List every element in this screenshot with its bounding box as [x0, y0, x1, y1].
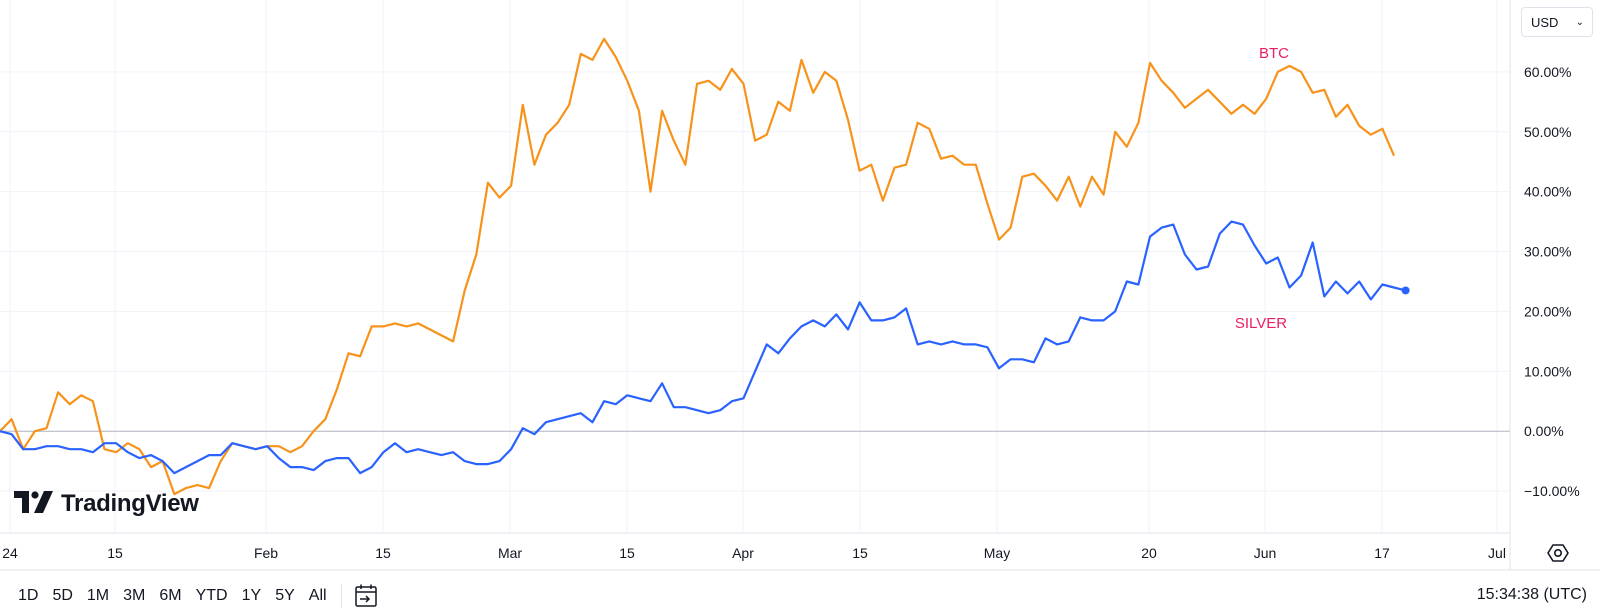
y-tick-label: 0.00% [1524, 423, 1564, 439]
currency-label: USD [1531, 14, 1559, 30]
bottom-toolbar: 1D 5D 1M 3M 6M YTD 1Y 5Y All 15:34:38 (U… [0, 578, 1600, 616]
currency-selector[interactable]: USD ⌄ [1521, 7, 1593, 37]
tradingview-logo[interactable]: TradingView [14, 490, 199, 518]
y-tick-label: 60.00% [1524, 64, 1571, 80]
series-layer: BTC SILVER [0, 37, 1410, 496]
settings-icon [1547, 544, 1569, 562]
x-tick-label: 24 [2, 545, 18, 561]
x-tick-label: 20 [1141, 545, 1157, 561]
x-tick-label: Jul [1488, 545, 1506, 561]
silver-last-point [1401, 286, 1410, 295]
x-tick-label: 15 [375, 545, 391, 561]
y-tick-label: −10.00% [1524, 483, 1580, 499]
y-tick-label: 30.00% [1524, 244, 1571, 260]
x-tick-label: 15 [619, 545, 635, 561]
range-1y-button[interactable]: 1Y [241, 587, 262, 604]
tradingview-logo-icon [14, 490, 54, 518]
x-tick-label: 17 [1374, 545, 1390, 561]
range-5y-button[interactable]: 5Y [275, 587, 295, 604]
range-1m-button[interactable]: 1M [86, 587, 110, 604]
y-tick-label: 50.00% [1524, 124, 1571, 140]
x-tick-label: 15 [852, 545, 868, 561]
range-all-button[interactable]: All [308, 587, 327, 604]
goto-date-icon [354, 584, 377, 607]
x-tick-label: Jun [1254, 545, 1277, 561]
x-tick-label: May [984, 545, 1010, 561]
range-ytd-button[interactable]: YTD [195, 587, 228, 604]
y-tick-label: 40.00% [1524, 184, 1571, 200]
y-tick-label: 20.00% [1524, 303, 1571, 319]
clock-utc: 15:34:38 (UTC) [1476, 586, 1587, 603]
series-line-btc[interactable] [0, 37, 1396, 496]
series-line-silver[interactable] [0, 220, 1406, 475]
range-5d-button[interactable]: 5D [52, 587, 73, 604]
x-axis-tick-labels: 24 15 Feb 15 Mar 15 Apr 15 May 20 Jun 17 Jul [2, 545, 1506, 561]
series-label-silver: SILVER [1235, 315, 1287, 332]
time-range-group: 1D 5D 1M 3M 6M YTD 1Y 5Y All [12, 578, 380, 614]
x-tick-label: Mar [498, 545, 522, 561]
y-axis-tick-labels: 60.00% 50.00% 40.00% 30.00% 20.00% 10.00% 0.00… [1524, 64, 1580, 499]
range-3m-button[interactable]: 3M [123, 587, 146, 604]
settings-button[interactable] [1546, 541, 1570, 565]
y-tick-label: 10.00% [1524, 363, 1571, 379]
x-tick-label: Apr [732, 545, 754, 561]
series-label-btc: BTC [1259, 45, 1289, 62]
x-tick-label: 15 [107, 545, 123, 561]
range-6m-button[interactable]: 6M [159, 587, 182, 604]
brand-name: TradingView [61, 490, 199, 517]
toolbar-separator [340, 584, 342, 608]
x-tick-label: Feb [254, 545, 278, 561]
goto-date-button[interactable] [352, 582, 380, 610]
chevron-down-icon: ⌄ [1575, 16, 1584, 28]
vertical-gridlines [9, 0, 1498, 533]
horizontal-gridlines [0, 71, 1510, 492]
range-1d-button[interactable]: 1D [18, 587, 39, 604]
